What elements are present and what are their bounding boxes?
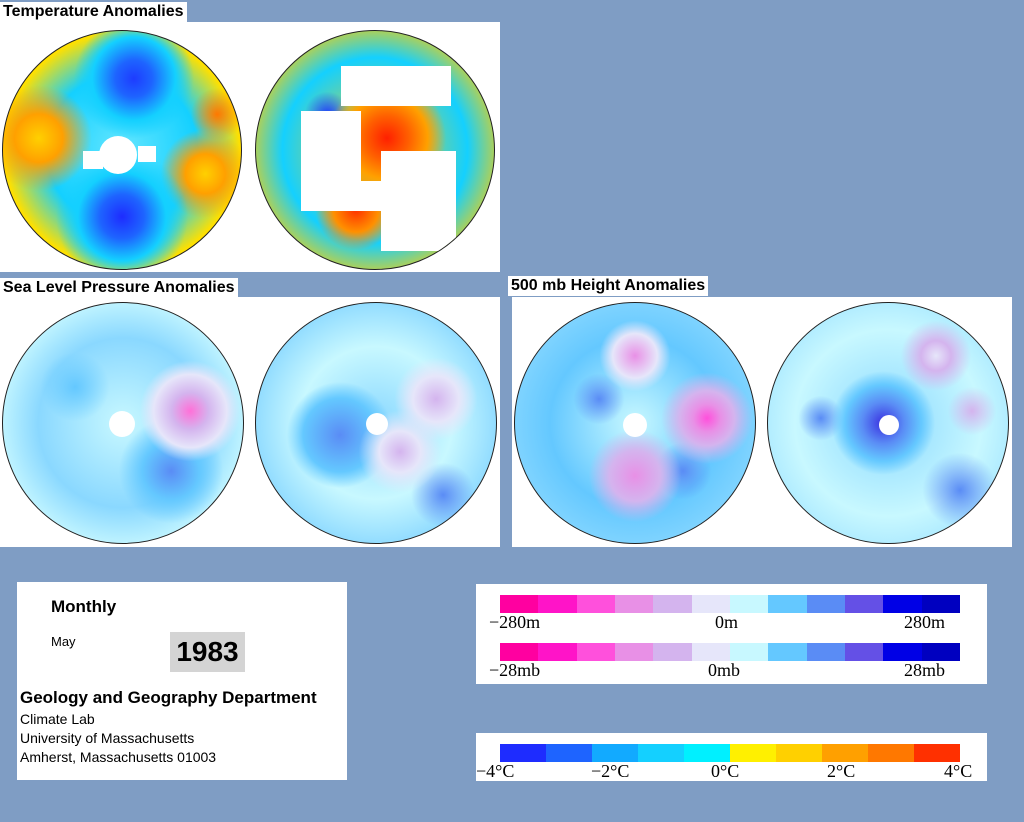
scale-swatch <box>822 744 868 762</box>
pressure-scale-min-label: −28mb <box>489 660 541 680</box>
university-name: University of Massachusetts <box>20 730 195 746</box>
scale-swatch <box>776 744 822 762</box>
pressure-color-scale <box>500 643 960 661</box>
slp-north-hemisphere-map <box>2 302 244 544</box>
scale-swatch <box>868 744 914 762</box>
scale-swatch <box>883 643 922 661</box>
month-label: May <box>51 634 76 649</box>
temp-scale-label-3: 0°C <box>711 761 740 781</box>
scale-swatch <box>538 643 577 661</box>
temperature-north-hemisphere-map <box>2 30 242 270</box>
scale-swatch <box>638 744 684 762</box>
scale-swatch <box>768 595 807 613</box>
scale-swatch <box>653 595 692 613</box>
height500-north-hemisphere-map <box>514 302 756 544</box>
scale-swatch <box>576 643 615 661</box>
scale-swatch <box>914 744 960 762</box>
scale-swatch <box>500 744 546 762</box>
scale-swatch <box>921 643 960 661</box>
pressure-scale-max-label: 28mb <box>904 660 946 680</box>
scale-swatch <box>691 595 730 613</box>
scale-swatch <box>653 643 692 661</box>
height500-south-hemisphere-map <box>767 302 1009 544</box>
scale-swatch <box>844 643 884 661</box>
scale-swatch <box>883 595 922 613</box>
height-scale-mid-label: 0m <box>715 612 739 632</box>
scale-swatch <box>730 744 776 762</box>
scale-swatch <box>768 643 807 661</box>
slp-south-hemisphere-map <box>255 302 497 544</box>
address-line: Amherst, Massachusetts 01003 <box>20 749 217 765</box>
scale-swatch <box>538 595 577 613</box>
scale-swatch <box>806 595 845 613</box>
height-scale-max-label: 280m <box>904 612 946 632</box>
scale-swatch <box>500 643 539 661</box>
scale-swatch <box>684 744 730 762</box>
scale-swatch <box>614 595 654 613</box>
temp-scale-label-5: 4°C <box>944 761 973 781</box>
scale-swatch <box>592 744 638 762</box>
lab-name: Climate Lab <box>20 711 95 727</box>
temp-scale-label-4: 2°C <box>827 761 856 781</box>
pressure-scale-mid-label: 0mb <box>708 660 741 680</box>
scale-swatch <box>691 643 730 661</box>
info-box <box>17 582 347 780</box>
period-label: Monthly <box>51 597 117 616</box>
temperature-title: Temperature Anomalies <box>0 2 187 22</box>
department-name: Geology and Geography Department <box>20 688 317 707</box>
scale-swatch <box>500 595 539 613</box>
temp-scale-label-1: −4°C <box>476 761 515 781</box>
height-scale-min-label: −280m <box>489 612 541 632</box>
slp-title: Sea Level Pressure Anomalies <box>0 278 238 298</box>
scale-swatch <box>576 595 615 613</box>
scale-swatch <box>921 595 960 613</box>
scale-swatch <box>729 643 769 661</box>
temp-scale-label-2: −2°C <box>591 761 630 781</box>
height500-title: 500 mb Height Anomalies <box>508 276 709 296</box>
height-color-scale <box>500 595 960 613</box>
scale-swatch <box>729 595 769 613</box>
scale-swatch <box>546 744 592 762</box>
year-label: 1983 <box>170 632 245 672</box>
scale-swatch <box>806 643 845 661</box>
temperature-south-hemisphere-map <box>255 30 495 270</box>
scale-swatch <box>614 643 654 661</box>
temperature-color-scale <box>500 744 960 762</box>
scale-swatch <box>844 595 884 613</box>
